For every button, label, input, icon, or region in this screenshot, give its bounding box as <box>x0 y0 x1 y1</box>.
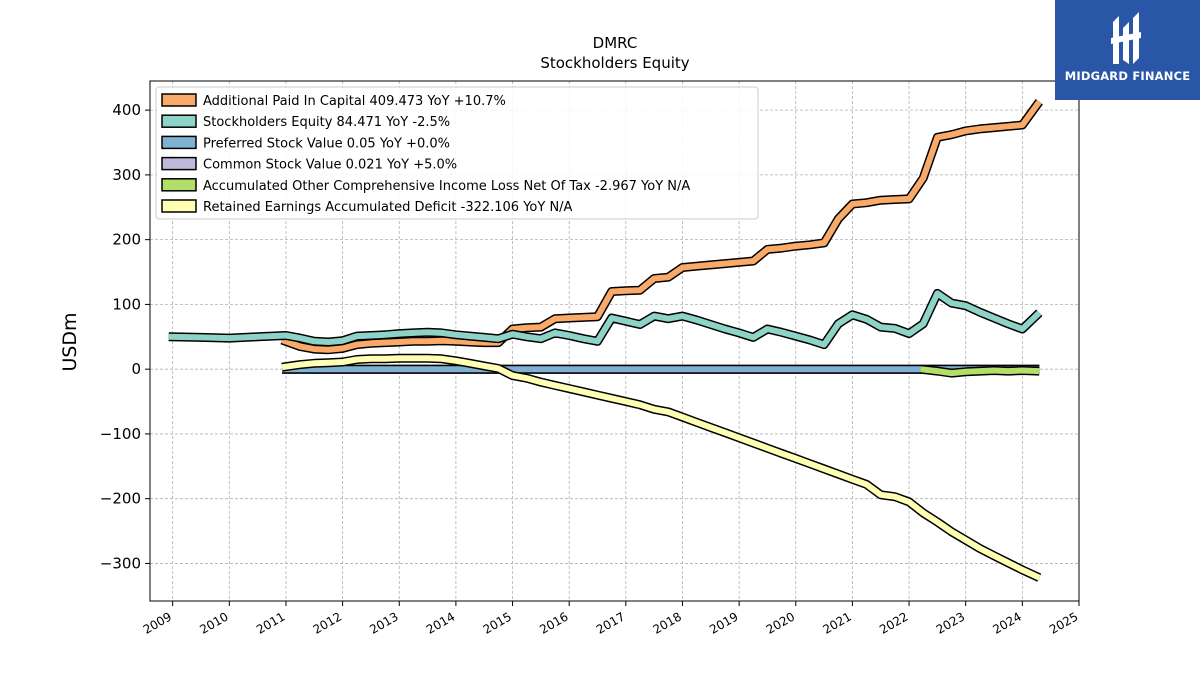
x-axis-ticks: 2009 2010 2011 2012 2013 2014 2015 2016 2017 2018… <box>141 601 1081 637</box>
y-axis-ticks: 400 300 200 100 0 −100 −200 −300 <box>100 101 150 572</box>
x-tick-label: 2017 <box>594 609 627 636</box>
legend-entry: Preferred Stock Value 0.05 YoY +0.0% <box>203 136 450 151</box>
legend-entry: Accumulated Other Comprehensive Income L… <box>203 179 690 194</box>
x-tick-label: 2009 <box>141 609 174 636</box>
legend-swatch <box>161 156 197 171</box>
series-line <box>919 364 1040 378</box>
series-line <box>168 288 1043 350</box>
x-tick-label: 2011 <box>254 609 287 636</box>
legend-swatch <box>161 178 197 192</box>
series-outline <box>281 353 1042 582</box>
x-tick-label: 2012 <box>311 609 344 636</box>
y-tick-label: 0 <box>131 360 141 378</box>
series-path <box>920 366 1040 377</box>
chart-title: DMRC <box>593 34 638 52</box>
series-path <box>168 290 1042 348</box>
legend-entry: Additional Paid In Capital 409.473 YoY +… <box>203 94 506 109</box>
y-tick-label: −200 <box>100 490 141 508</box>
y-tick-label: 400 <box>112 101 141 119</box>
midgard-logo-icon <box>1111 12 1141 64</box>
legend-swatch <box>161 135 197 150</box>
y-tick-label: −300 <box>100 554 141 572</box>
y-tick-label: 100 <box>112 295 141 313</box>
y-tick-label: 200 <box>112 231 141 249</box>
legend-entry: Retained Earnings Accumulated Deficit -3… <box>203 200 573 215</box>
x-tick-label: 2021 <box>820 609 853 636</box>
x-tick-label: 2016 <box>537 609 570 636</box>
legend-swatch <box>161 93 197 107</box>
chart-subtitle: Stockholders Equity <box>540 54 689 72</box>
x-tick-label: 2025 <box>1047 609 1080 636</box>
x-tick-label: 2023 <box>934 609 967 636</box>
x-tick-label: 2022 <box>877 609 910 636</box>
x-tick-label: 2014 <box>424 609 457 636</box>
series-line <box>280 99 1043 355</box>
legend-swatch <box>161 114 197 128</box>
series-path <box>280 99 1042 353</box>
y-axis-label: USDm <box>59 312 81 371</box>
series-path <box>281 355 1041 581</box>
legend: Additional Paid In Capital 409.473 YoY +… <box>155 86 759 220</box>
y-tick-label: −100 <box>100 425 141 443</box>
x-tick-label: 2013 <box>367 609 400 636</box>
series-line <box>281 353 1042 582</box>
x-tick-label: 2020 <box>764 609 797 636</box>
x-tick-label: 2024 <box>990 609 1023 636</box>
x-tick-label: 2010 <box>197 609 230 636</box>
midgard-finance-logo: MIDGARD FINANCE <box>1055 0 1200 100</box>
brand-name: MIDGARD FINANCE <box>1064 69 1191 83</box>
x-tick-label: 2018 <box>651 609 684 636</box>
y-tick-label: 300 <box>112 166 141 184</box>
legend-entry: Common Stock Value 0.021 YoY +5.0% <box>203 158 457 173</box>
legend-swatch <box>161 199 197 213</box>
series-lines <box>168 99 1043 582</box>
plot-frame <box>149 80 1080 602</box>
legend-entry: Stockholders Equity 84.471 YoY -2.5% <box>203 115 450 130</box>
x-tick-label: 2019 <box>707 609 740 636</box>
legend-box <box>155 86 759 220</box>
x-tick-label: 2015 <box>481 609 514 636</box>
